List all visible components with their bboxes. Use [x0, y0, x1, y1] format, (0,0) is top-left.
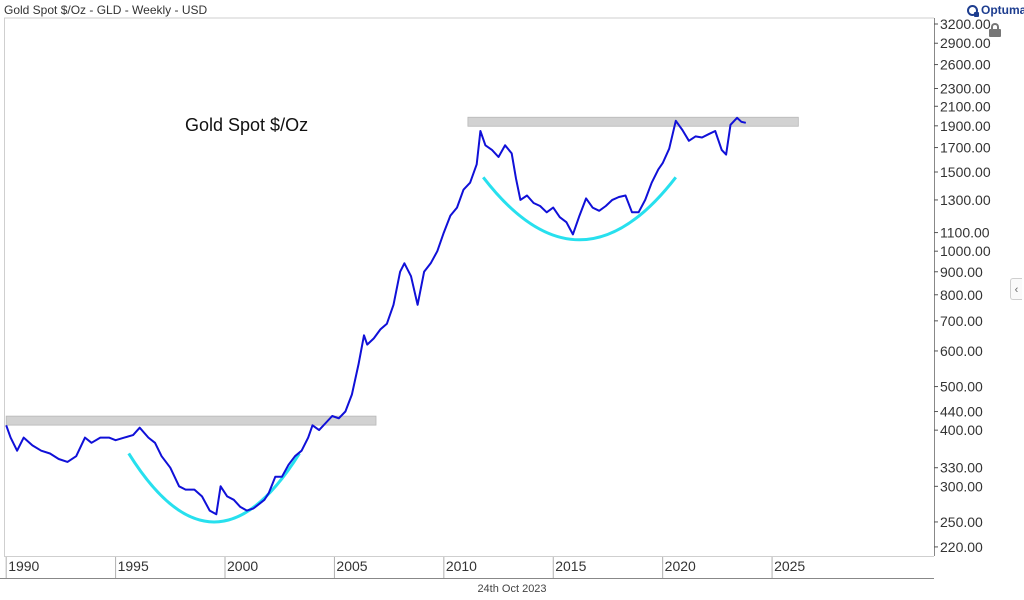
y-tick-label: 220.00 [940, 539, 983, 555]
y-tick-label: 440.00 [940, 404, 983, 420]
collapse-panel-chevron-left-icon[interactable]: ‹ [1010, 278, 1022, 300]
resistance-band-1 [5, 415, 377, 426]
x-axis: 1990 1995 2000 2005 2010 2015 2020 2025 [5, 557, 805, 578]
footer-date: 24th Oct 2023 [477, 583, 547, 595]
y-tick-label: 2900.00 [940, 35, 991, 51]
y-tick-label: 400.00 [940, 422, 983, 438]
x-tick-label: 1995 [118, 558, 149, 574]
y-tick-label: 2300.00 [940, 81, 991, 97]
x-tick-label: 2000 [227, 558, 258, 574]
brand-name: Optuma [981, 3, 1024, 17]
gold-price-line [5, 116, 747, 516]
y-tick-label: 800.00 [940, 287, 983, 303]
y-tick-label: 2100.00 [940, 98, 991, 114]
x-tick-label: 2025 [774, 558, 805, 574]
chart-annotation-title: Gold Spot $/Oz [185, 115, 309, 135]
brand-logo: Optuma [967, 2, 1024, 18]
y-tick-label: 1700.00 [940, 140, 991, 156]
optuma-logo-icon [967, 4, 979, 17]
cup-arc-1 [127, 452, 301, 524]
y-tick-label: 1100.00 [940, 225, 990, 241]
resistance-band-2 [467, 116, 799, 127]
x-tick-label: 2020 [665, 558, 696, 574]
cup-arcs [127, 176, 677, 524]
cup-arc-2 [482, 176, 677, 242]
x-tick-label: 2015 [555, 558, 586, 574]
y-tick-label: 330.00 [940, 460, 983, 476]
y-tick-label: 1500.00 [940, 164, 991, 180]
y-tick-label: 250.00 [940, 514, 983, 530]
lock-icon[interactable] [989, 23, 1001, 37]
y-tick-label: 300.00 [940, 478, 983, 494]
y-tick-label: 900.00 [940, 264, 983, 280]
price-series [5, 116, 747, 516]
x-tick-label: 2010 [446, 558, 477, 574]
y-tick-label: 1900.00 [940, 118, 991, 134]
x-tick-label: 2005 [336, 558, 367, 574]
chart-header-title: Gold Spot $/Oz - GLD - Weekly - USD [4, 3, 208, 17]
y-tick-label: 1000.00 [940, 243, 991, 259]
y-tick-label: 700.00 [940, 313, 983, 329]
y-tick-label: 3200.00 [940, 16, 991, 32]
y-tick-label: 600.00 [940, 343, 983, 359]
y-tick-label: 2600.00 [940, 57, 991, 73]
y-tick-label: 1300.00 [940, 192, 991, 208]
resistance-bands [5, 116, 799, 426]
x-tick-label: 1990 [8, 558, 39, 574]
y-tick-label: 500.00 [940, 379, 983, 395]
